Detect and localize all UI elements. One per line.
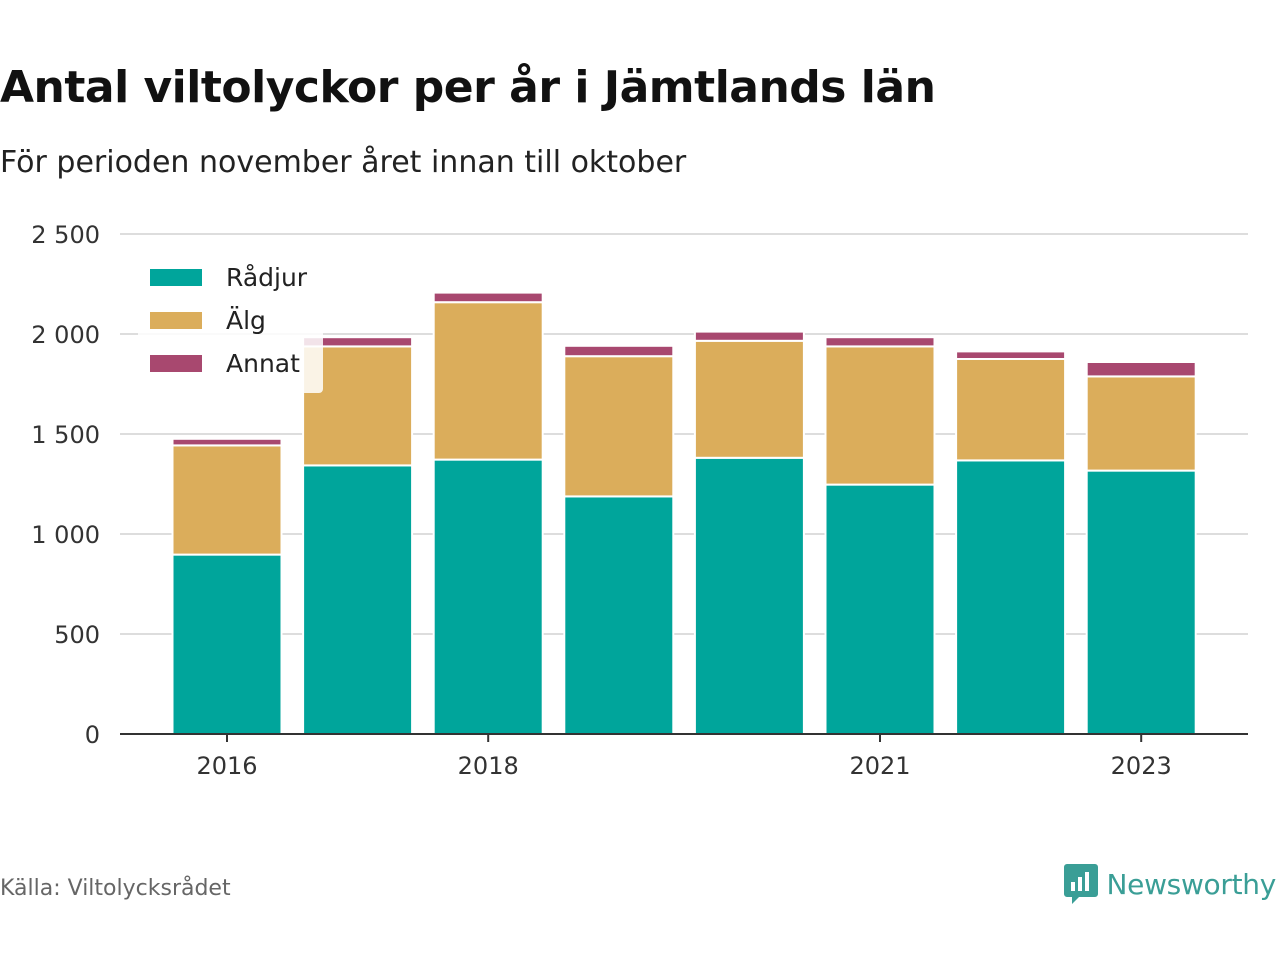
bar-segment-rådjur-2020[interactable] (693, 456, 805, 735)
source-note: Källa: Viltolycksrådet (0, 876, 231, 901)
x-axis-tick-labels: 2016 2018 2021 2023 (196, 734, 1172, 780)
y-tick-label: 0 (85, 721, 100, 749)
y-tick-label: 1 500 (31, 421, 100, 449)
bar-segment-annat-2018[interactable] (432, 291, 544, 304)
bar-segment-älg-2019[interactable] (563, 355, 675, 498)
x-tick-label: 2018 (458, 752, 519, 780)
bar-segment-rådjur-2019[interactable] (563, 495, 675, 735)
legend-label: Älg (226, 306, 266, 335)
y-tick-label: 2 000 (31, 321, 100, 349)
bar-segment-älg-2018[interactable] (432, 301, 544, 461)
brand-name: Newsworthy (1106, 867, 1277, 901)
legend: Rådjur Älg Annat (138, 248, 324, 393)
bar-segment-annat-2021[interactable] (824, 336, 936, 348)
x-tick-label: 2016 (196, 752, 257, 780)
bar-segment-älg-2020[interactable] (693, 339, 805, 459)
bar-segment-älg-2023[interactable] (1085, 375, 1197, 472)
bar-segment-rådjur-2017[interactable] (302, 464, 414, 735)
brand-logo: Newsworthy (1063, 862, 1277, 906)
y-tick-label: 500 (54, 621, 100, 649)
bar-segment-annat-2020[interactable] (693, 330, 805, 342)
bar-segment-rådjur-2022[interactable] (955, 459, 1067, 735)
bar-segment-rådjur-2021[interactable] (824, 483, 936, 735)
legend-item[interactable]: Älg (150, 299, 307, 342)
legend-swatch (150, 355, 202, 372)
bar-segment-älg-2016[interactable] (171, 444, 283, 556)
y-tick-label: 1 000 (31, 521, 100, 549)
bar-segment-rådjur-2016[interactable] (171, 553, 283, 735)
legend-item[interactable]: Rådjur (150, 256, 307, 299)
newsworthy-logo-icon (1063, 864, 1098, 904)
legend-swatch (150, 312, 202, 329)
y-tick-label: 2 500 (31, 221, 100, 249)
bar-segment-älg-2021[interactable] (824, 345, 936, 486)
legend-label: Annat (226, 349, 300, 378)
y-axis-tick-labels: 0 500 1 000 1 500 2 000 2 500 (31, 221, 100, 749)
legend-swatch (150, 269, 202, 286)
bar-segment-annat-2022[interactable] (955, 350, 1067, 360)
chart-title: Antal viltolyckor per år i Jämtlands län (0, 62, 936, 113)
legend-item[interactable]: Annat (150, 342, 307, 385)
bar-segment-rådjur-2023[interactable] (1085, 469, 1197, 735)
bar-segment-rådjur-2018[interactable] (432, 458, 544, 735)
bar-segment-annat-2023[interactable] (1085, 361, 1197, 378)
x-tick-label: 2023 (1111, 752, 1172, 780)
legend-label: Rådjur (226, 263, 308, 292)
bar-segment-annat-2016[interactable] (171, 437, 283, 447)
chart-subtitle: För perioden november året innan till ok… (0, 145, 687, 180)
bar-segment-annat-2019[interactable] (563, 344, 675, 358)
bars (171, 291, 1197, 735)
x-tick-label: 2021 (849, 752, 910, 780)
bar-segment-älg-2022[interactable] (955, 358, 1067, 462)
